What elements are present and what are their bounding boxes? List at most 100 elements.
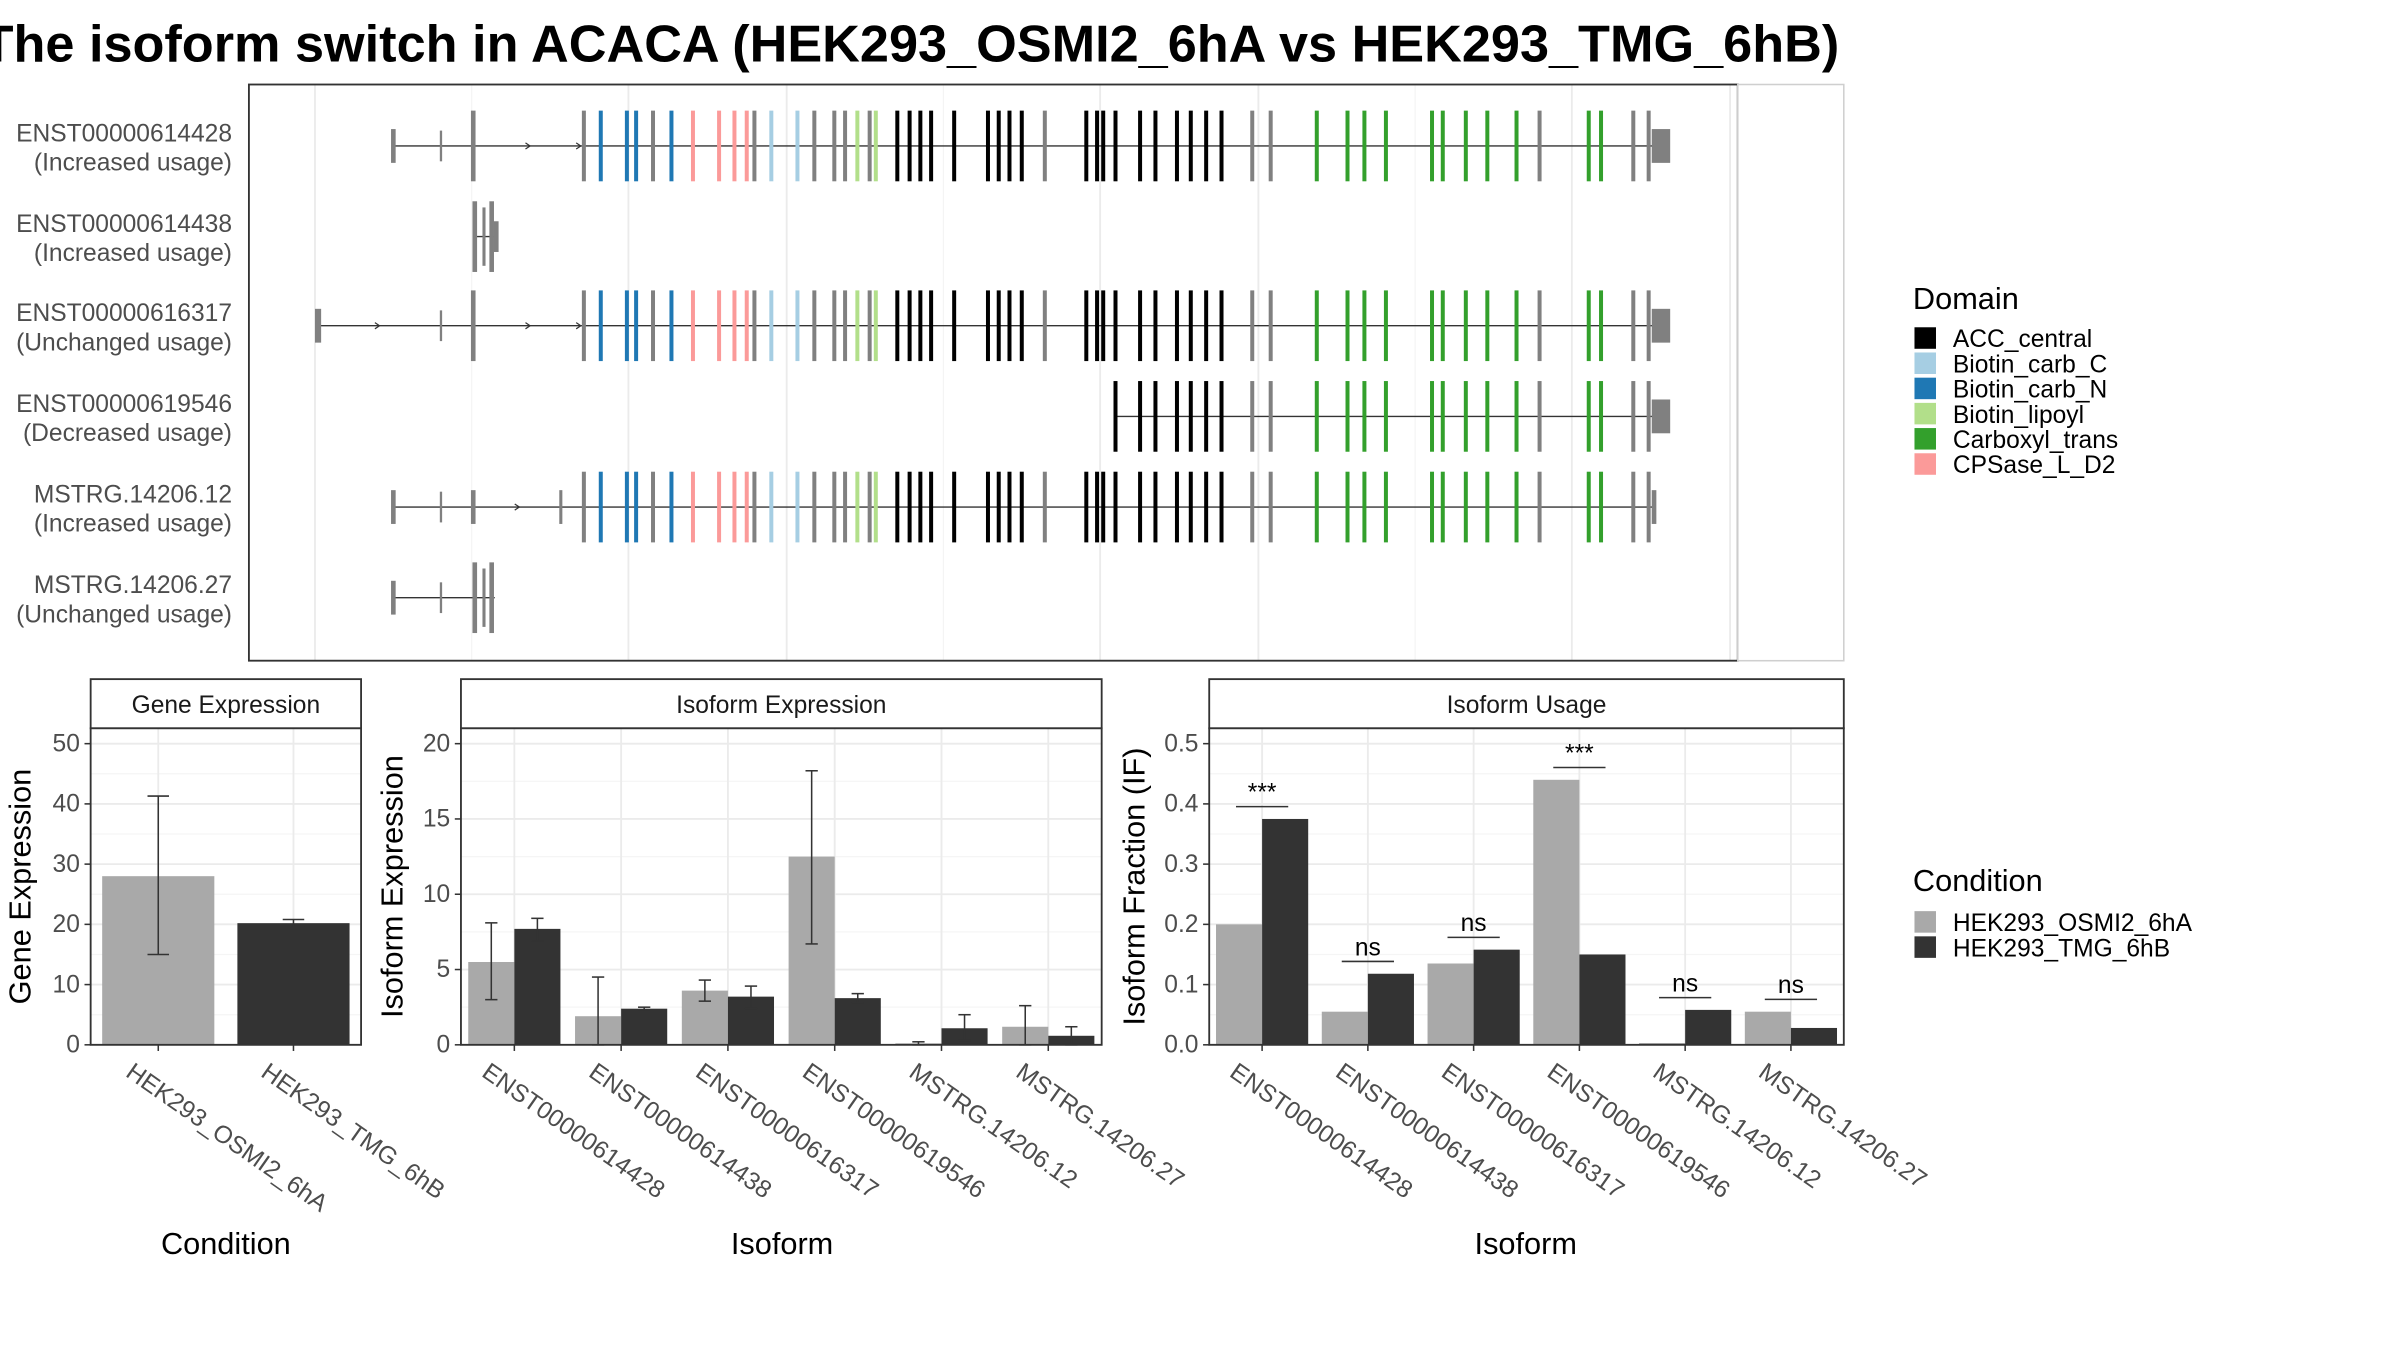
exon-block (1646, 471, 1651, 543)
exon-block (1250, 471, 1255, 543)
direction-arrow (575, 322, 582, 330)
exon-block (1514, 110, 1519, 182)
exon-block (1463, 290, 1468, 362)
exon-block (669, 290, 674, 362)
exon-block (1631, 471, 1636, 543)
exon-block (1174, 381, 1179, 452)
y-tick-label: 0.2 (1164, 911, 1198, 938)
exon-block (1537, 471, 1542, 543)
exon-block (1599, 471, 1604, 543)
x-tick-label: ENST00000614438 (584, 1058, 776, 1204)
domain-legend-title: Domain (1913, 281, 2019, 316)
exon-block (1219, 110, 1224, 182)
exon-block (732, 110, 737, 182)
exon-block (832, 290, 837, 362)
utr-exon (489, 201, 494, 272)
legend-label: Biotin_carb_C (1953, 351, 2107, 378)
exon-block (1646, 110, 1651, 182)
exon-block (634, 110, 639, 182)
exon-block (624, 471, 629, 543)
exon-block (1430, 471, 1435, 543)
exon-block (1345, 381, 1350, 452)
exon-block (843, 471, 848, 543)
exon-block (918, 110, 923, 182)
exon-block (1101, 110, 1106, 182)
gene-structure-panel: ENST00000614428(Increased usage)ENST0000… (16, 83, 1845, 662)
exon-block (769, 471, 774, 543)
significance-label: ns (1778, 972, 1804, 999)
y-tick-label: 0.4 (1164, 791, 1198, 818)
facet-strip-label: Isoform Usage (1447, 692, 1607, 719)
y-tick-label: 20 (423, 730, 450, 757)
legend-key-biotin-lipoyl (1914, 402, 1936, 425)
x-tick-label: ENST00000619546 (797, 1058, 989, 1204)
exon-block (996, 471, 1001, 543)
exon-block (843, 110, 848, 182)
exon-block (744, 110, 749, 182)
x-tick-label: ENST00000614428 (477, 1058, 669, 1204)
exon-block (1219, 381, 1224, 452)
exon-block (1084, 471, 1089, 543)
utr-exon (391, 129, 396, 163)
exon-block (1440, 290, 1445, 362)
exon-block (1586, 471, 1591, 543)
exon-block (1042, 290, 1047, 362)
x-tick-label: ENST00000619546 (1542, 1058, 1734, 1204)
y-tick-label: 0.1 (1164, 971, 1198, 998)
exon-block (1188, 290, 1193, 362)
exon-block (1174, 110, 1179, 182)
exon-block (996, 290, 1001, 362)
exon-block (1153, 381, 1158, 452)
exon-block (1219, 290, 1224, 362)
legend-key-acc-central (1914, 327, 1936, 349)
transcript-label: ENST00000619546 (16, 391, 232, 418)
exon-block (1430, 290, 1435, 362)
exon-block (1599, 290, 1604, 362)
y-tick-label: 10 (53, 971, 80, 998)
utr-exon (482, 568, 486, 627)
transcript-usage-label: (Unchanged usage) (16, 601, 232, 628)
exon-block (1204, 381, 1209, 452)
exon-block (812, 110, 817, 182)
exon-block (1463, 381, 1468, 452)
legend-label: Biotin_carb_N (1953, 377, 2107, 404)
legend-label: Biotin_lipoyl (1953, 402, 2084, 429)
exon-block (690, 471, 695, 543)
exon-block (867, 110, 872, 182)
exon-block (1463, 110, 1468, 182)
exon-block (1646, 381, 1651, 452)
exon-block (895, 110, 900, 182)
utr-exon (482, 207, 486, 266)
x-axis-title: Isoform (1475, 1226, 1577, 1261)
exon-block (1383, 381, 1388, 452)
plot-border (89, 727, 362, 1046)
utr-exon (391, 580, 396, 615)
exon-block (795, 290, 800, 362)
transcript-usage-label: (Decreased usage) (23, 420, 232, 447)
exon-block (717, 471, 722, 543)
exon-block (651, 290, 656, 362)
exon-block (843, 290, 848, 362)
exon-block (1219, 471, 1224, 543)
utr-exon (314, 308, 322, 343)
bar (1367, 973, 1414, 1045)
exon-block (732, 471, 737, 543)
exon-block (1631, 381, 1636, 452)
bar (1262, 818, 1309, 1045)
exon-block (1485, 110, 1490, 182)
bar (514, 928, 561, 1045)
exon-block (1250, 381, 1255, 452)
exon-block (929, 471, 934, 543)
legend-key-cpsase-l-d2 (1914, 453, 1936, 475)
utr-exon (470, 290, 476, 362)
exon-block (952, 110, 957, 182)
y-tick-label: 5 (437, 956, 451, 983)
exon-block (1188, 381, 1193, 452)
y-tick-label: 0.0 (1164, 1032, 1198, 1059)
exon-block (1537, 290, 1542, 362)
x-tick-label: ENST00000614438 (1331, 1058, 1523, 1204)
exon-block (1174, 290, 1179, 362)
exon-block (1138, 110, 1143, 182)
y-tick-label: 15 (423, 806, 450, 833)
exon-block (744, 290, 749, 362)
